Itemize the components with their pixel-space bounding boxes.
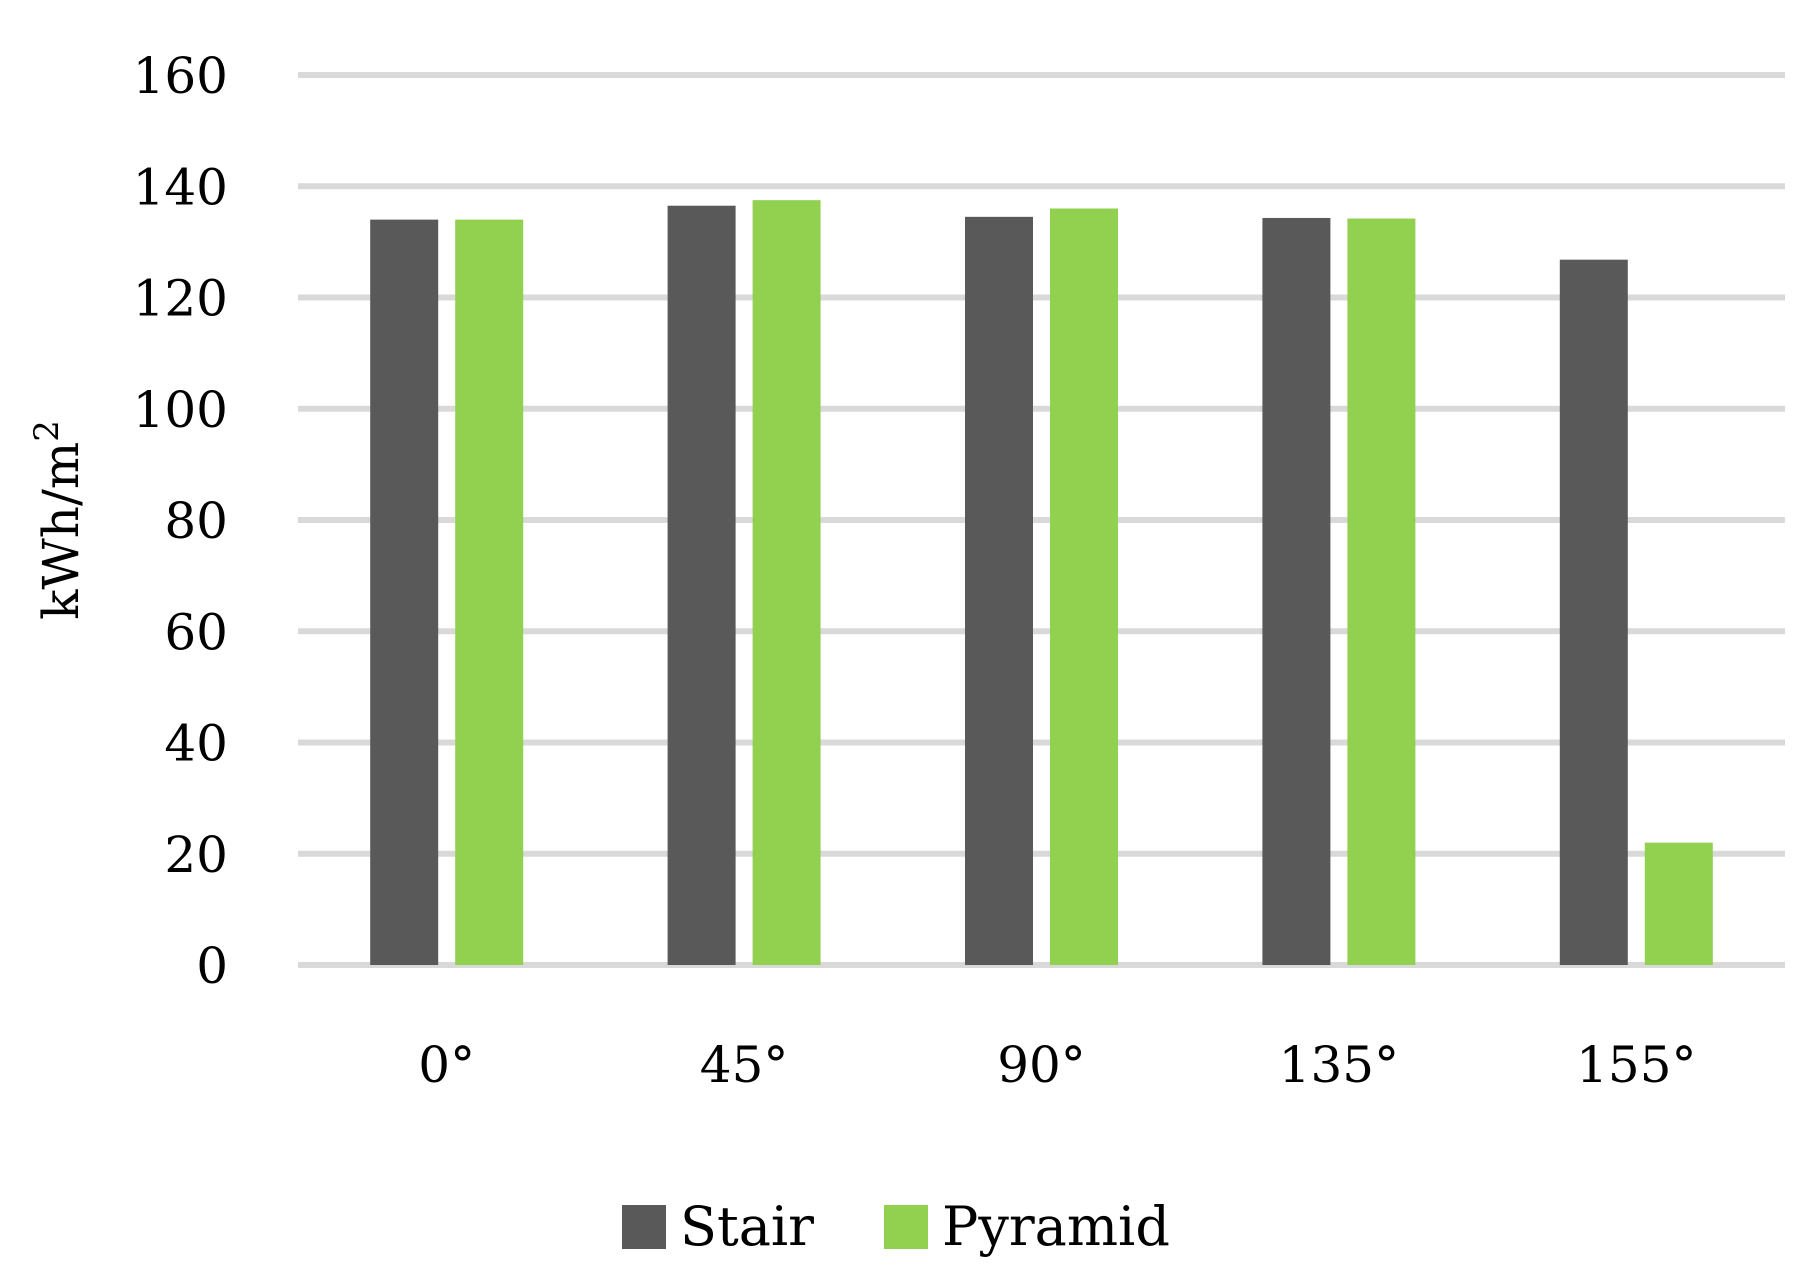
y-axis-title-text: kWh/m [32,442,90,620]
gridlines [298,72,1785,968]
x-tick-labels: 0° 45° 90° 135° 155° [418,1036,1696,1094]
bar-pyramid-2 [752,200,821,965]
y-tick-label: 0 [196,937,228,995]
y-tick-label: 60 [164,603,228,661]
bar-pyramid-1 [455,219,524,965]
bar-pyramid-5 [1644,842,1713,965]
y-axis-title-superscript: 2 [27,420,67,442]
y-tick-label: 40 [164,715,228,773]
x-tick-label: 155° [1576,1036,1696,1094]
y-tick-label: 160 [133,47,228,105]
y-tick-label: 80 [164,492,228,550]
y-axis-title: kWh/m2 [27,420,90,620]
legend: Stair Pyramid [622,1195,1170,1258]
x-tick-label: 45° [700,1036,789,1094]
bar-pyramid-3 [1050,208,1118,965]
y-tick-label: 120 [133,270,228,328]
y-tick-label: 100 [133,381,228,439]
legend-label-stair: Stair [680,1195,814,1258]
legend-swatch-pyramid [884,1205,928,1249]
bar-pyramid-4 [1347,218,1416,965]
x-tick-label: 135° [1279,1036,1399,1094]
bar-stair-3 [965,216,1033,965]
y-tick-label: 140 [133,158,228,216]
x-tick-label: 0° [418,1036,475,1094]
legend-swatch-stair [622,1205,666,1249]
bar-stair-2 [667,205,736,965]
y-tick-label: 20 [164,826,228,884]
y-tick-labels: 0 20 40 60 80 100 120 140 160 [133,47,228,995]
bars [370,200,1713,966]
legend-label-pyramid: Pyramid [942,1195,1170,1258]
bar-stair-4 [1262,217,1331,966]
bar-stair-1 [370,219,439,965]
bar-stair-5 [1559,259,1628,965]
x-tick-label: 90° [997,1036,1086,1094]
